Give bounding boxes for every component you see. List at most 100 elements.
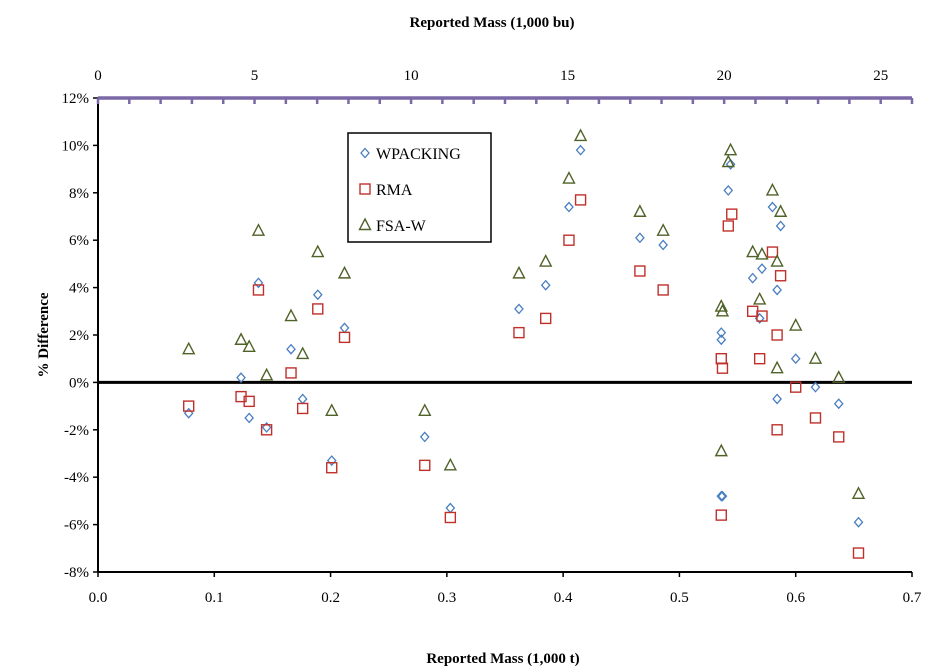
data-point-fsa-w	[773, 204, 788, 217]
data-point-fsa-w	[234, 332, 248, 345]
axes	[93, 96, 914, 577]
data-point-wpacking	[716, 490, 727, 502]
data-point-wpacking	[833, 398, 844, 410]
data-point-rma	[338, 331, 351, 344]
data-point-rma	[513, 326, 525, 339]
data-point-fsa-w	[789, 318, 803, 331]
y-tick-label: 2%	[69, 328, 89, 344]
data-point-wpacking	[772, 393, 782, 405]
data-point-fsa-w	[715, 303, 730, 317]
top-axis-tick-label: 25	[873, 68, 888, 84]
data-point-fsa-w	[311, 244, 325, 258]
y-tick-label: -2%	[64, 423, 89, 439]
data-point-fsa-w	[851, 486, 866, 499]
data-point-wpacking	[261, 421, 272, 433]
data-point-fsa-w	[182, 341, 196, 355]
data-point-wpacking	[747, 272, 758, 284]
data-point-wpacking	[767, 201, 778, 213]
data-point-fsa-w	[573, 128, 588, 142]
data-point-fsa-w	[512, 265, 526, 279]
data-point-rma	[252, 284, 265, 296]
data-point-fsa-w	[284, 308, 298, 322]
data-point-wpacking	[716, 327, 727, 339]
data-point-wpacking	[286, 343, 296, 355]
data-point-wpacking	[540, 279, 551, 291]
data-point-fsa-w	[832, 370, 846, 383]
data-point-rma	[444, 511, 457, 524]
data-point-wpacking	[419, 431, 430, 443]
data-point-rma	[722, 220, 734, 232]
data-points	[182, 128, 866, 559]
data-point-rma	[285, 367, 297, 379]
data-point-fsa-w	[633, 204, 647, 217]
data-point-wpacking	[725, 158, 736, 170]
data-point-fsa-w	[770, 360, 784, 374]
data-point-wpacking	[717, 490, 728, 502]
data-point-wpacking	[564, 201, 574, 213]
data-point-rma	[563, 234, 575, 246]
data-point-rma	[312, 303, 324, 315]
x-tick-label: 0.3	[437, 590, 456, 606]
data-point-fsa-w	[714, 443, 728, 457]
x-tick-label: 0.5	[670, 590, 689, 606]
data-point-rma	[756, 310, 768, 322]
top-axis-tick-label: 10	[404, 68, 419, 84]
top-axis-tick-label: 5	[251, 68, 259, 84]
data-point-fsa-w	[808, 351, 823, 364]
top-axis-title: Reported Mass (1,000 bu)	[410, 15, 575, 31]
data-point-rma	[540, 312, 552, 325]
data-point-fsa-w	[755, 246, 769, 260]
data-point-wpacking	[757, 263, 767, 275]
data-point-rma	[809, 412, 822, 424]
data-point-rma	[771, 329, 783, 341]
data-point-fsa-w	[251, 223, 266, 236]
data-point-wpacking	[312, 289, 323, 301]
data-point-rma	[574, 194, 587, 206]
data-point-rma	[774, 270, 787, 282]
data-point-wpacking	[514, 303, 524, 315]
data-point-fsa-w	[325, 403, 339, 417]
data-point-fsa-w	[656, 223, 670, 236]
data-point-rma	[296, 402, 309, 415]
data-point-wpacking	[236, 372, 246, 384]
data-point-fsa-w	[337, 265, 352, 279]
x-tick-label: 0.6	[786, 590, 805, 606]
data-point-wpacking	[183, 407, 194, 419]
data-point-wpacking	[853, 516, 864, 528]
data-point-wpacking	[445, 502, 456, 514]
y-axis-title: % Difference	[36, 292, 52, 377]
legend-marker-wpacking	[360, 147, 370, 159]
data-point-rma	[852, 547, 865, 559]
legend-marker-fsa-w	[358, 217, 372, 231]
legend-box	[347, 132, 492, 243]
data-point-fsa-w	[418, 403, 432, 417]
data-point-fsa-w	[770, 254, 784, 267]
y-tick-label: -4%	[64, 470, 89, 486]
data-point-rma	[766, 246, 779, 258]
data-point-wpacking	[716, 334, 727, 346]
data-point-wpacking	[326, 455, 337, 467]
data-point-wpacking	[635, 232, 645, 244]
data-point-wpacking	[775, 220, 786, 232]
data-point-wpacking	[810, 381, 821, 393]
y-tick-label: 8%	[69, 186, 89, 202]
legend-label-rma: RMA	[376, 182, 413, 199]
data-point-wpacking	[575, 144, 586, 156]
legend-label-fsa-w: FSA-W	[376, 218, 427, 235]
data-point-fsa-w	[562, 171, 576, 184]
data-point-wpacking	[244, 412, 255, 424]
data-point-fsa-w	[714, 299, 728, 312]
data-point-rma	[260, 424, 273, 436]
data-point-rma	[833, 431, 845, 443]
data-point-fsa-w	[539, 254, 553, 267]
tick-labels: -8% -6% -4% -2% 0% 2% 4% 6% 8% 10% 12% 0.0 0.1 0.2 0.3…	[62, 68, 922, 606]
data-point-rma	[183, 400, 195, 412]
x-tick-label: 0.2	[321, 590, 340, 606]
data-point-wpacking	[339, 322, 350, 334]
data-point-fsa-w	[443, 457, 458, 471]
top-axis-tick-label: 15	[560, 68, 575, 84]
legend-label-wpacking: WPACKING	[376, 146, 461, 163]
data-point-wpacking	[658, 239, 669, 251]
data-point-wpacking	[790, 353, 801, 365]
x-tick-label: 0.0	[89, 590, 108, 606]
